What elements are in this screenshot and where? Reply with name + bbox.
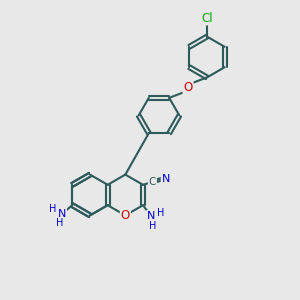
Text: H: H xyxy=(157,208,164,218)
Text: C: C xyxy=(149,176,156,187)
Text: N: N xyxy=(147,211,155,221)
Text: H: H xyxy=(49,204,57,214)
Text: Cl: Cl xyxy=(201,11,213,25)
Text: O: O xyxy=(121,209,130,222)
Text: O: O xyxy=(184,81,193,94)
Text: H: H xyxy=(149,220,156,231)
Text: H: H xyxy=(56,218,63,228)
Text: N: N xyxy=(58,209,66,219)
Text: N: N xyxy=(162,174,170,184)
